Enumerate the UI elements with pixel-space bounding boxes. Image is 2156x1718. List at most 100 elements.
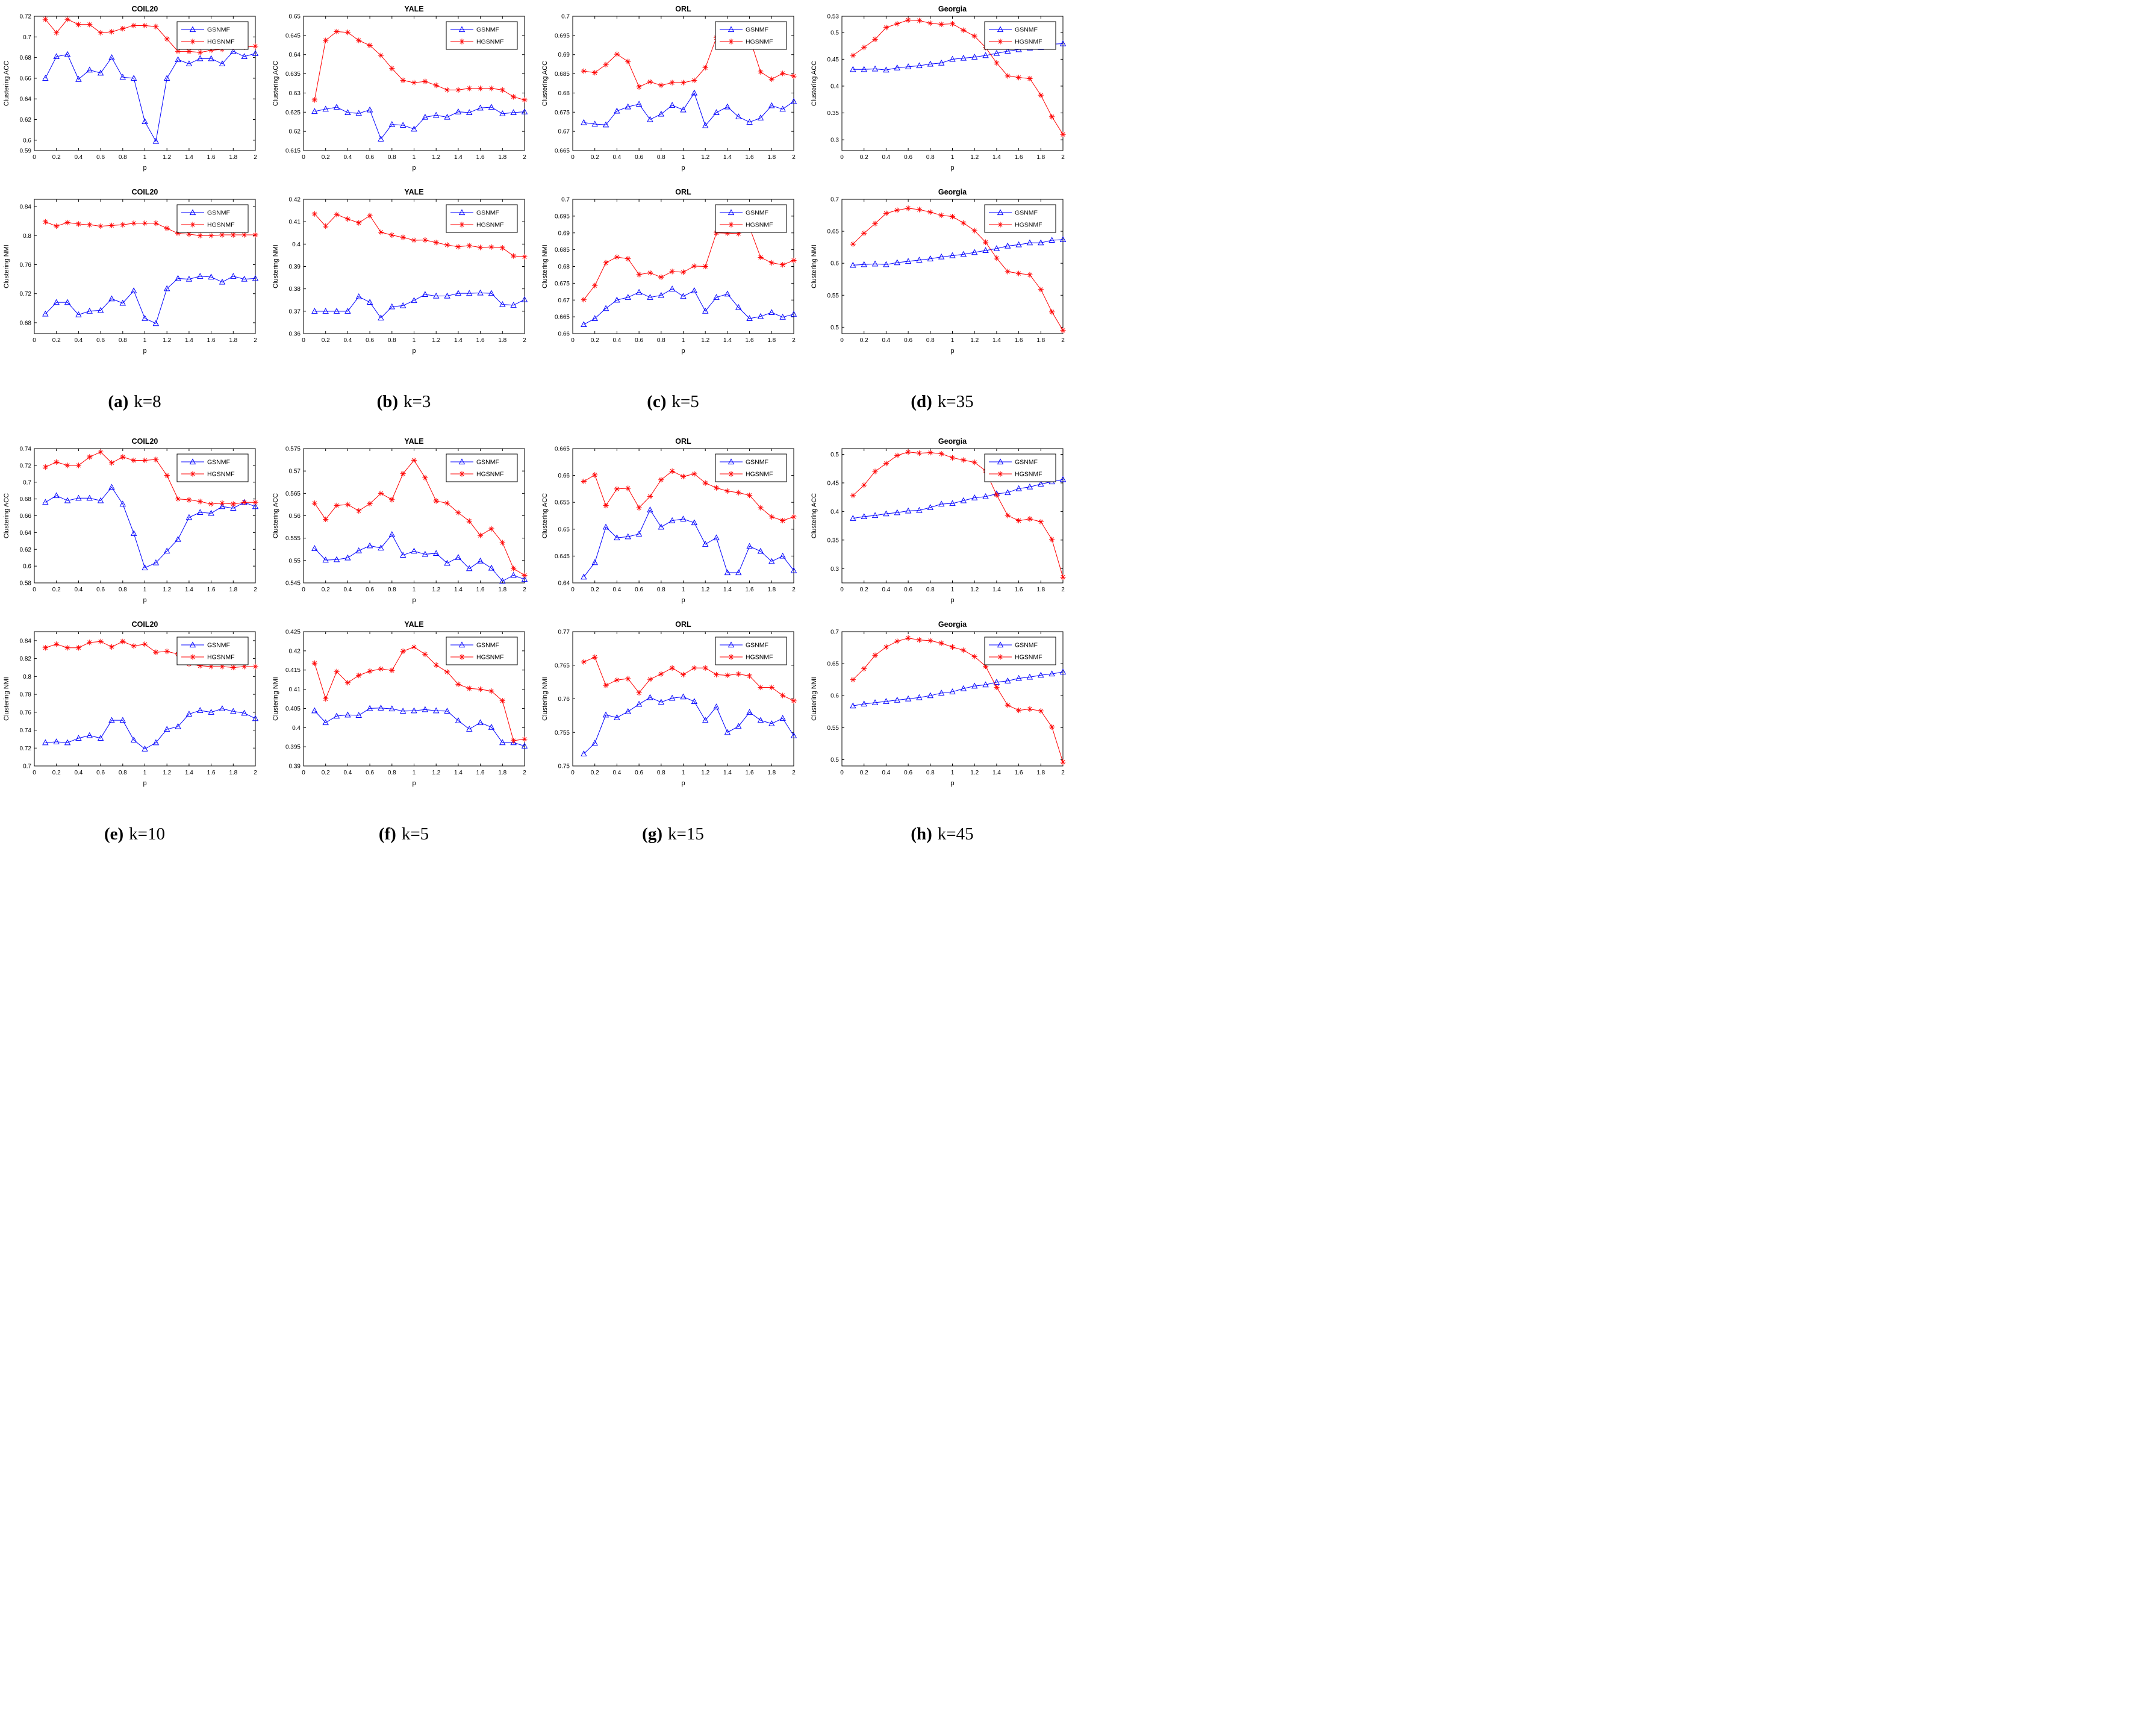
series-marker-gsnmf	[521, 742, 528, 749]
y-tick-label: 0.53	[827, 14, 840, 20]
y-tick-label: 0.42	[289, 648, 301, 655]
series-marker-gsnmf	[691, 89, 698, 96]
y-tick-label: 0.8	[23, 233, 31, 240]
series-marker-gsnmf	[927, 255, 934, 261]
y-tick-label: 0.665	[555, 314, 570, 321]
series-marker-hgsnmf	[54, 459, 60, 465]
x-tick-label: 1.8	[1036, 337, 1045, 344]
series-marker-hgsnmf	[323, 223, 329, 229]
series-marker-hgsnmf	[356, 37, 362, 43]
y-tick-label: 0.82	[20, 656, 32, 662]
legend-box	[176, 21, 249, 50]
series-marker-gsnmf	[163, 75, 170, 81]
x-tick-label: 0.6	[635, 337, 643, 344]
y-tick-label: 0.8	[23, 674, 31, 680]
series-marker-hgsnmf	[691, 77, 697, 84]
x-tick-label: 1	[951, 587, 955, 593]
series-marker-gsnmf	[108, 295, 115, 302]
series-marker-gsnmf	[197, 55, 204, 61]
series-marker-hgsnmf	[466, 685, 472, 691]
series-marker-gsnmf	[658, 291, 665, 298]
x-tick-label: 1.2	[163, 154, 171, 161]
legend-marker-gsnmf	[727, 26, 735, 33]
x-tick-label: 1.2	[970, 770, 979, 776]
x-tick-label: 1.6	[1015, 770, 1023, 776]
y-tick-label: 0.62	[20, 117, 32, 123]
y-tick-label: 0.74	[20, 727, 32, 734]
x-axis-label: p	[143, 597, 146, 604]
x-tick-label: 1	[413, 587, 416, 593]
series-marker-hgsnmf	[142, 220, 148, 226]
x-tick-label: 1.8	[229, 154, 237, 161]
series-marker-gsnmf	[241, 709, 248, 716]
x-tick-label: 2	[1061, 587, 1065, 593]
series-marker-gsnmf	[971, 54, 978, 60]
series-marker-gsnmf	[108, 54, 115, 60]
series-marker-gsnmf	[422, 291, 429, 297]
caption-f: (f) k=5	[379, 801, 429, 867]
series-marker-gsnmf	[724, 103, 731, 110]
x-tick-label: 1.4	[992, 770, 1001, 776]
x-tick-label: 0.4	[882, 337, 890, 344]
series-marker-gsnmf	[1048, 670, 1055, 677]
caption-c: (c) k=5	[647, 369, 699, 435]
series-marker-hgsnmf	[87, 454, 93, 460]
x-tick-label: 1.2	[432, 337, 440, 344]
chart-title: COIL20	[132, 5, 158, 13]
caption-label: (d)	[911, 391, 932, 411]
legend-label-gsnmf: GSNMF	[746, 26, 768, 34]
x-tick-label: 0.2	[591, 587, 599, 593]
series-marker-gsnmf	[366, 542, 373, 549]
series-marker-hgsnmf	[389, 667, 395, 673]
legend-label-hgsnmf: HGSNMF	[207, 471, 235, 478]
series-marker-gsnmf	[779, 314, 786, 320]
series-marker-hgsnmf	[872, 36, 878, 42]
caption-g: (g) k=15	[642, 801, 704, 867]
x-axis-label: p	[950, 347, 954, 355]
y-tick-label: 0.65	[827, 229, 840, 235]
series-marker-gsnmf	[399, 708, 407, 714]
series-marker-gsnmf	[411, 547, 417, 554]
series-marker-gsnmf	[333, 556, 340, 562]
x-tick-label: 2	[523, 337, 526, 344]
series-marker-hgsnmf	[400, 471, 406, 477]
series-marker-hgsnmf	[98, 638, 104, 644]
x-tick-label: 1.6	[1015, 154, 1023, 161]
series-marker-hgsnmf	[961, 27, 967, 33]
x-tick-label: 0.8	[388, 154, 396, 161]
series-marker-hgsnmf	[758, 684, 764, 691]
x-tick-label: 1.2	[163, 337, 171, 344]
series-marker-gsnmf	[746, 543, 753, 549]
series-marker-gsnmf	[422, 706, 429, 712]
series-marker-hgsnmf	[344, 30, 351, 36]
chart-title: Georgia	[938, 620, 967, 629]
chart-title: Georgia	[938, 5, 967, 13]
x-axis-label: p	[950, 780, 954, 787]
series-marker-gsnmf	[916, 257, 923, 263]
series-marker-gsnmf	[949, 500, 956, 506]
series-marker-gsnmf	[411, 297, 417, 303]
panel-b: YALE 0.615 0.62 0.625 0.63 0.635 0.64 0.645 0.65…	[269, 2, 538, 435]
y-tick-label: 0.645	[285, 33, 301, 39]
legend-box	[446, 453, 518, 482]
series-marker-gsnmf	[510, 109, 517, 116]
x-axis-label: p	[412, 780, 416, 787]
x-tick-label: 1.6	[746, 154, 754, 161]
series-marker-gsnmf	[735, 569, 742, 576]
chart-title: ORL	[675, 437, 691, 446]
series-marker-gsnmf	[871, 699, 879, 705]
series-marker-gsnmf	[344, 711, 351, 718]
series-marker-gsnmf	[42, 310, 49, 317]
series-marker-hgsnmf	[1038, 518, 1044, 525]
series-marker-gsnmf	[208, 709, 214, 715]
series-line-gsnmf	[45, 276, 256, 324]
y-tick-label: 0.69	[558, 230, 570, 237]
x-tick-label: 0	[33, 770, 36, 776]
series-marker-hgsnmf	[334, 502, 340, 509]
series-marker-gsnmf	[982, 247, 989, 254]
y-tick-label: 0.695	[555, 213, 570, 220]
series-marker-gsnmf	[1005, 242, 1011, 249]
series-marker-gsnmf	[916, 506, 923, 513]
x-tick-label: 0	[302, 770, 305, 776]
legend-label-gsnmf: GSNMF	[1015, 210, 1038, 217]
